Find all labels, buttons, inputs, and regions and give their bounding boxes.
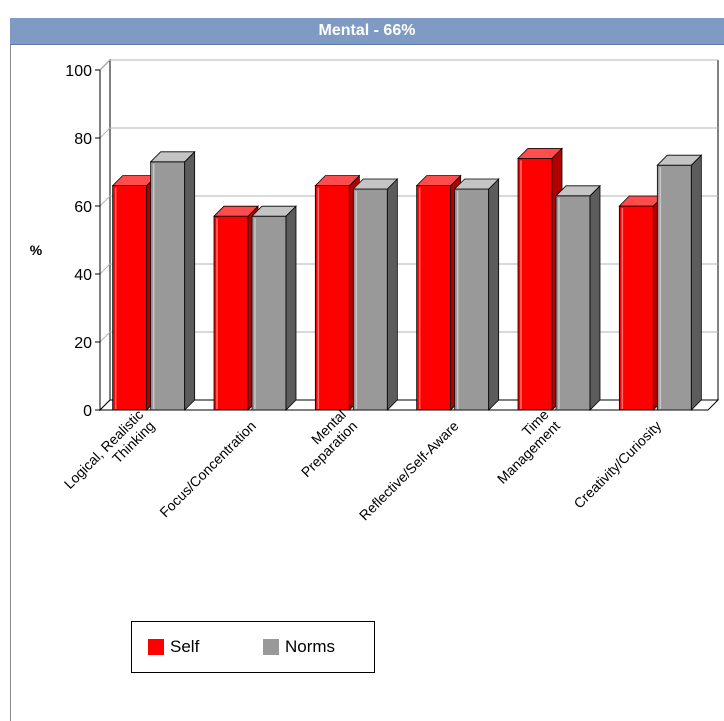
bar-self-top	[314, 175, 361, 187]
y-tick-label: 20	[74, 335, 92, 352]
bar-norms-side	[488, 178, 500, 411]
y-tick-label: 40	[74, 267, 92, 284]
legend-item-norms: Norms	[263, 637, 335, 657]
y-tick-label: 0	[83, 403, 92, 420]
legend-item-self: Self	[148, 637, 199, 657]
y-axis-label: %	[30, 242, 43, 258]
header-title-value: 66%	[383, 22, 416, 39]
bar-self-front	[213, 215, 249, 411]
gridline-diagonal	[99, 263, 111, 275]
bar-self-top	[213, 205, 259, 217]
header-title-sep: -	[369, 22, 384, 39]
y-tick-label: 60	[74, 199, 92, 216]
bar-self-front	[517, 157, 553, 411]
y-tick-label: 80	[74, 131, 92, 148]
bar-self-top	[517, 147, 563, 159]
y-tick-label: 100	[65, 63, 92, 80]
bar-norms-side	[589, 184, 601, 411]
bar-norms-side	[386, 178, 398, 411]
legend-swatch-self	[148, 639, 164, 655]
bar-self-front	[618, 205, 654, 411]
bar-self-top	[415, 175, 462, 187]
bar-norms-side	[184, 150, 196, 411]
bar-norms-side	[690, 154, 702, 411]
bar-norms-front	[454, 188, 490, 411]
x-tick-label: Focus/Concentration	[156, 418, 259, 521]
bar-norms-front	[352, 188, 388, 411]
bar-self-front	[314, 185, 350, 411]
x-tick-label-line: Focus/Concentration	[156, 418, 259, 521]
x-tick-label: Creativity/Curiosity	[570, 418, 664, 512]
x-tick-label: Reflective/Self-Aware	[356, 417, 462, 523]
bar-self-front	[416, 185, 452, 411]
bar-norms-side	[285, 205, 297, 411]
bar-norms-top	[555, 185, 601, 197]
legend-label-self: Self	[170, 637, 200, 656]
legend-swatch-norms	[263, 639, 279, 655]
gridline-diagonal	[99, 195, 111, 207]
gridline-diagonal	[99, 331, 111, 343]
plot-left-wall	[99, 58, 111, 412]
bar-self-front	[112, 185, 148, 411]
chart-header: Mental - 66%	[10, 18, 724, 45]
legend-label-norms: Norms	[285, 637, 336, 656]
bar-norms-top	[656, 154, 703, 166]
bar-norms-front	[555, 195, 591, 411]
x-tick-label-line: Reflective/Self-Aware	[356, 417, 462, 523]
x-tick-label-line: Creativity/Curiosity	[570, 418, 664, 512]
bar-norms-front	[251, 215, 287, 411]
bar-norms-top	[251, 205, 297, 217]
bar-norms-top	[453, 178, 500, 190]
chart-legend: Self Norms	[131, 621, 375, 673]
gridline-diagonal	[99, 59, 111, 71]
bar-norms-front	[150, 161, 186, 411]
bar-norms-front	[656, 164, 692, 411]
header-title-prefix: Mental	[318, 22, 370, 39]
bar-norms-top	[149, 151, 196, 163]
bar-norms-top	[352, 178, 399, 190]
gridline-diagonal	[99, 127, 111, 139]
